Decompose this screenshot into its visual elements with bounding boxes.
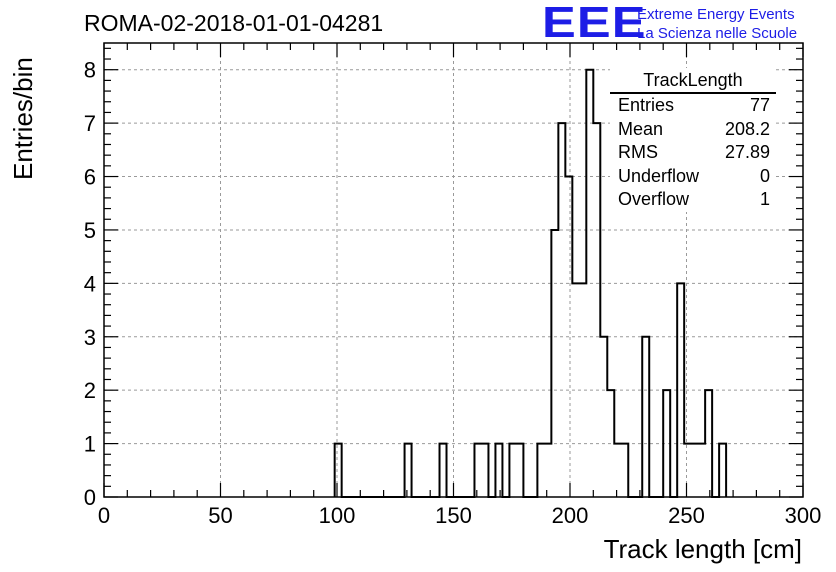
histogram-bin (600, 337, 607, 497)
y-tick-label: 5 (84, 218, 96, 243)
x-tick-label: 250 (668, 503, 705, 528)
histogram-bin (544, 444, 551, 497)
stats-value: 208.2 (724, 118, 770, 139)
stats-value: 77 (749, 95, 770, 115)
histogram-bin (335, 444, 342, 497)
histogram-bins (333, 68, 728, 498)
x-tick-label: 150 (435, 503, 472, 528)
histogram-bin (509, 444, 516, 497)
stats-row-entries: Entries 77 (610, 94, 776, 118)
logo-line-1: Extreme Energy Events (637, 6, 795, 23)
tick-labels: 0 50 100 150 200 250 300 0 1 2 3 4 5 6 7 8 (84, 58, 822, 528)
stats-box: TrackLength Entries 77 Mean 208.2 RMS 27… (610, 68, 776, 212)
y-tick-label: 4 (84, 271, 96, 296)
histogram-outline (333, 68, 728, 498)
x-tick-label: 50 (208, 503, 232, 528)
stats-value: 1 (759, 189, 770, 209)
logo-line-2: La Scienza nelle Scuole (637, 25, 798, 42)
histogram-bin (642, 337, 649, 497)
stats-title: TrackLength (610, 68, 776, 94)
histogram-bin (572, 283, 579, 497)
histogram-bin (440, 444, 447, 497)
x-tick-label: 200 (552, 503, 589, 528)
histogram-bin (537, 444, 544, 497)
x-tick-label: 300 (785, 503, 822, 528)
stats-row-rms: RMS 27.89 (610, 141, 776, 165)
stats-label: Entries (618, 95, 675, 115)
y-tick-label: 6 (84, 165, 96, 190)
histogram-bin (691, 444, 698, 497)
histogram-bin (579, 283, 586, 497)
x-axis-label: Track length [cm] (603, 534, 802, 564)
histogram-bin (684, 444, 691, 497)
histogram-bin (481, 444, 488, 497)
histogram-bin (551, 230, 558, 497)
histogram-bin (474, 444, 481, 497)
y-axis-label: Entries/bin (8, 57, 38, 180)
histogram-bin (516, 444, 523, 497)
stats-label: Overflow (618, 189, 690, 209)
histogram-bin (621, 444, 628, 497)
histogram-bin (495, 444, 502, 497)
histogram-bin (719, 444, 726, 497)
eee-logo: EEE (542, 0, 647, 47)
x-tick-label: 0 (98, 503, 110, 528)
axes (103, 42, 804, 498)
y-tick-label: 7 (84, 111, 96, 136)
histogram-bin (677, 283, 684, 497)
histogram-bin (614, 444, 621, 497)
histogram-bin (593, 123, 600, 497)
stats-value: 27.89 (724, 142, 770, 162)
histogram-bin (558, 123, 565, 497)
y-tick-label: 0 (84, 485, 96, 510)
stats-label: Underflow (618, 165, 700, 186)
histogram-bin (607, 390, 614, 497)
histogram-bin (405, 444, 412, 497)
stats-label: RMS (618, 142, 658, 162)
run-title: ROMA-02-2018-01-01-04281 (84, 10, 384, 36)
y-tick-label: 1 (84, 432, 96, 457)
histogram-bin (586, 70, 593, 497)
stats-label: Mean (618, 118, 664, 139)
x-tick-label: 100 (319, 503, 356, 528)
y-tick-label: 2 (84, 378, 96, 403)
histogram-bin (565, 177, 572, 497)
y-tick-label: 3 (84, 325, 96, 350)
y-tick-label: 8 (84, 58, 96, 83)
stats-row-overflow: Overflow 1 (610, 188, 776, 212)
stats-value: 0 (759, 165, 770, 186)
histogram-bin (663, 390, 670, 497)
stats-row-mean: Mean 208.2 (610, 118, 776, 142)
histogram-bin (698, 444, 705, 497)
histogram-bin (705, 390, 712, 497)
stats-row-underflow: Underflow 0 (610, 165, 776, 189)
